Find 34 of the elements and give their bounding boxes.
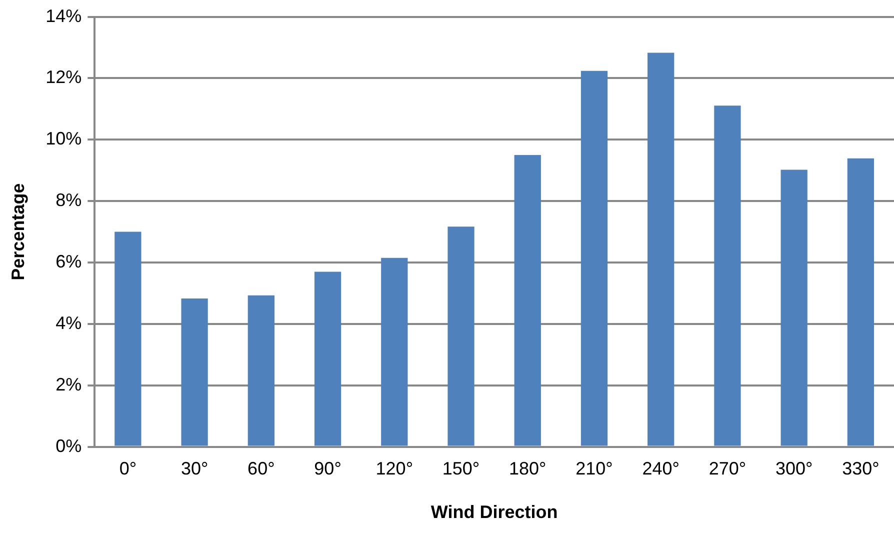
x-tick-label: 90° (314, 458, 342, 479)
bar (580, 70, 608, 446)
y-tick-label: 4% (56, 312, 82, 333)
y-tick-label: 14% (46, 6, 82, 26)
bar (448, 226, 474, 446)
x-tick-label: 30° (180, 458, 208, 479)
x-tick-label: 270° (708, 458, 746, 479)
bar (847, 158, 874, 446)
y-tick-label: 8% (56, 190, 82, 210)
x-axis-title: Wind Direction (430, 502, 558, 522)
bar (714, 106, 741, 446)
x-tick-label: 60° (248, 458, 275, 479)
y-axis-title: Percentage (8, 183, 28, 280)
bar (381, 258, 408, 446)
bar (780, 170, 808, 446)
x-tick-label: 240° (642, 458, 680, 479)
bar (114, 232, 142, 446)
x-tick-label: 210° (576, 458, 613, 479)
x-tick-label: 180° (509, 458, 546, 479)
bar (248, 295, 274, 446)
y-tick-label: 0% (56, 436, 82, 456)
x-tick-label: 0° (119, 458, 137, 479)
y-tick-label: 10% (46, 128, 82, 149)
y-tick-label: 12% (46, 67, 82, 88)
y-tick-label: 6% (56, 251, 82, 272)
bar (314, 272, 342, 446)
bar (514, 155, 541, 446)
bar (181, 298, 208, 446)
bar (648, 52, 674, 446)
y-tick-label: 2% (56, 374, 82, 394)
x-tick-label: 120° (376, 458, 414, 479)
x-tick-label: 330° (842, 458, 880, 479)
x-tick-label: 300° (775, 458, 813, 479)
x-tick-label: 150° (442, 458, 480, 479)
